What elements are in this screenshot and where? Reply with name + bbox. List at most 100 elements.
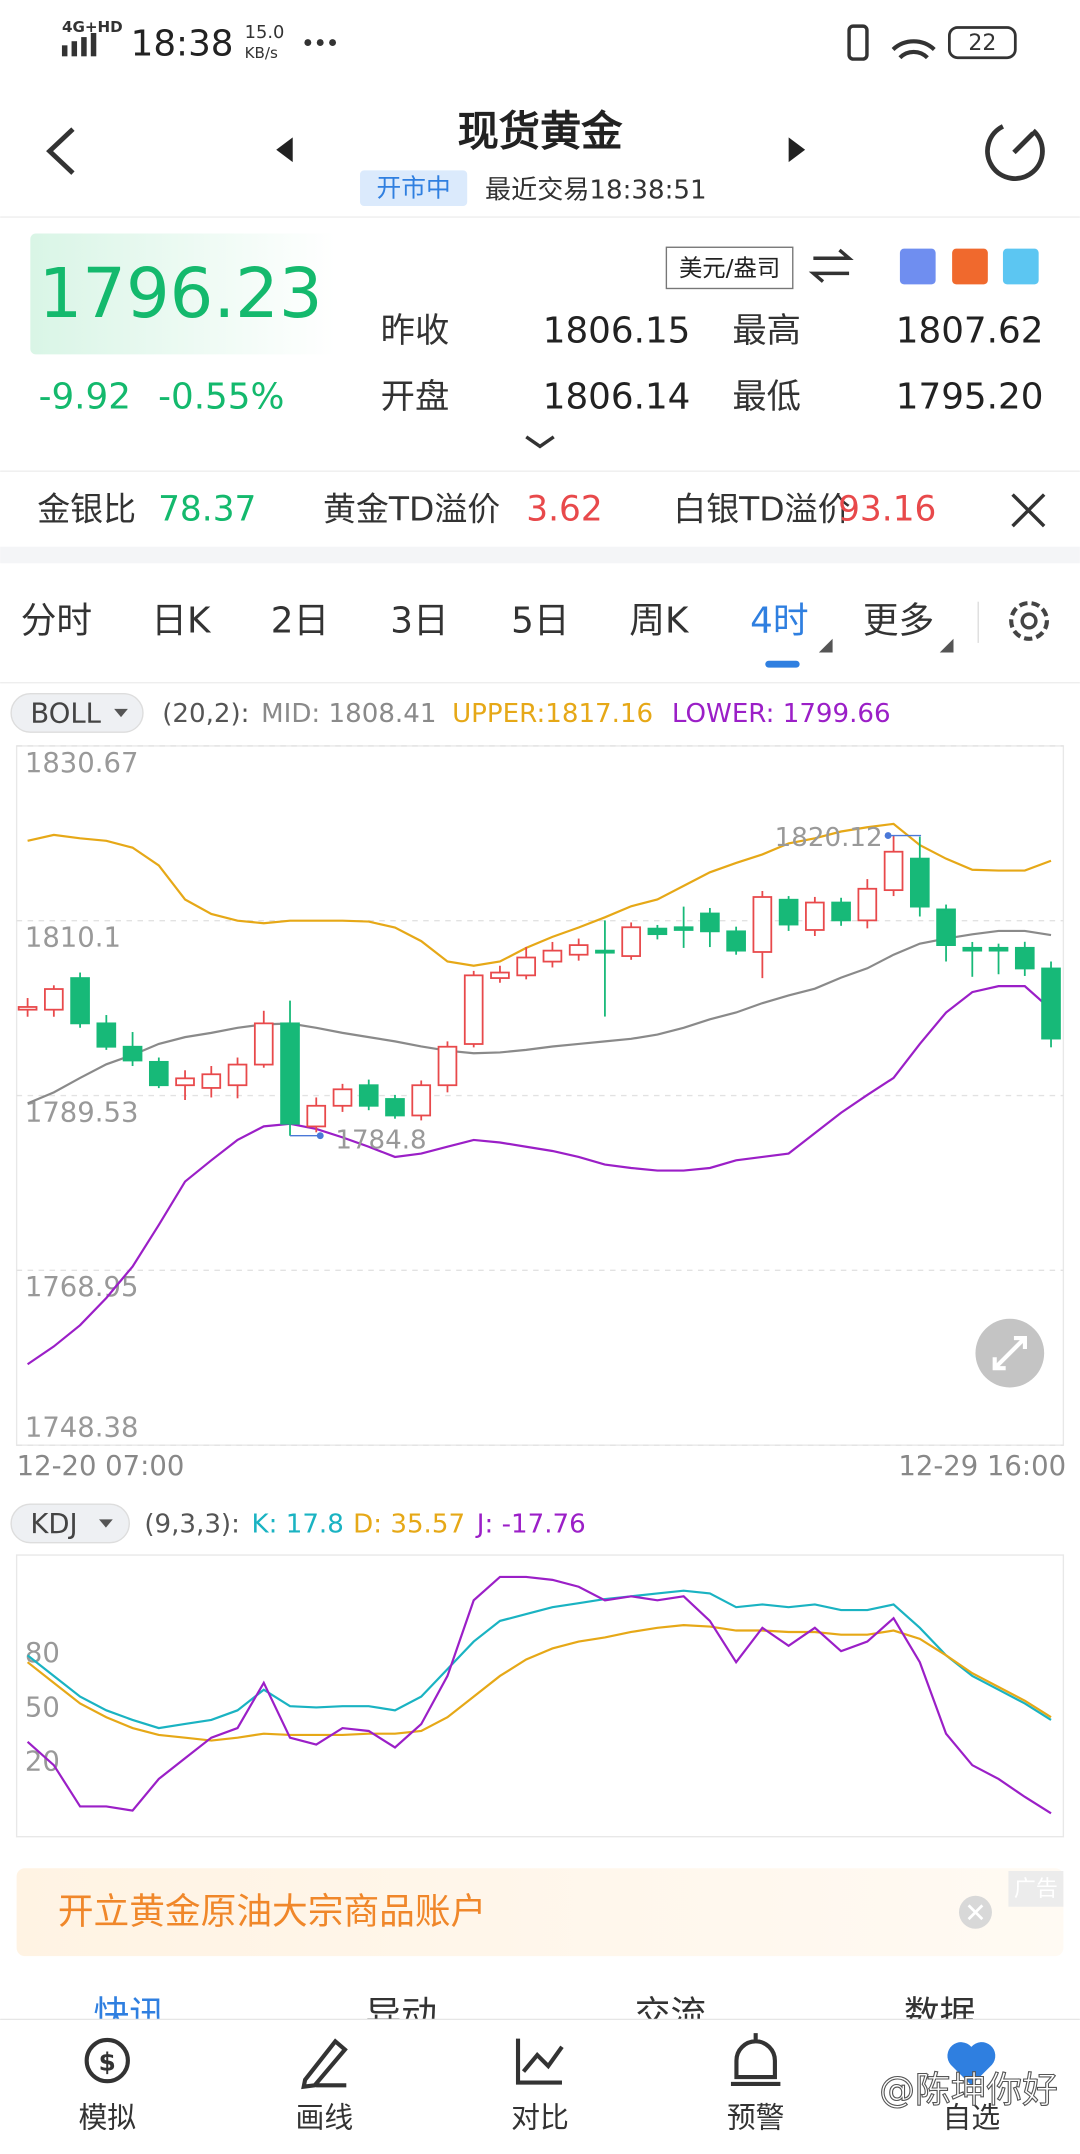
nav-icon (730, 2033, 781, 2087)
tool-icon[interactable] (899, 248, 936, 285)
dot (316, 39, 324, 47)
row-label: 开盘 (381, 377, 450, 417)
tab-underline (765, 660, 800, 668)
swap-icon[interactable] (808, 248, 854, 283)
back-button[interactable] (46, 127, 75, 175)
spread-bar: 金银比 78.37 黄金TD溢价 3.62 白银TD溢价 93.16 (0, 490, 1080, 564)
indicator-line (26, 985, 1052, 1366)
indicator-pill[interactable] (10, 693, 144, 733)
row-value: 1806.14 (543, 376, 691, 417)
candle-body (516, 956, 537, 977)
tool-icon[interactable] (1002, 248, 1039, 285)
tab-active[interactable]: 4时 (750, 600, 808, 641)
quote: 1796.23 -9.92 -0.55% 美元/盎司 昨收 1806.15 最高… (0, 233, 1080, 472)
candle-body (752, 896, 773, 953)
ad-bg (16, 1868, 1064, 1957)
candle-body (358, 1084, 379, 1107)
wifi-icon (891, 39, 936, 60)
candle-body (988, 946, 1009, 952)
refresh-arc (985, 124, 1045, 181)
x-label: 12-29 16:00 (898, 1451, 1066, 1482)
signal (71, 41, 78, 57)
tab[interactable]: 周K (629, 600, 690, 641)
min-dot (316, 1132, 324, 1140)
y-tick-label: 1830.67 (25, 748, 139, 779)
tab[interactable]: 5日 (511, 600, 569, 641)
last-trade: 最近交易18:38:51 (485, 175, 707, 205)
candle-body (227, 1063, 248, 1087)
expand-chevron[interactable] (525, 435, 555, 449)
candle-body (122, 1045, 143, 1062)
y-tick-label: 50 (25, 1692, 60, 1723)
max-dot (884, 832, 892, 840)
indicator-pill[interactable] (10, 1503, 130, 1544)
chart-frame (15, 1554, 1065, 1838)
ad-text: 开立黄金原油大宗商品账户 (58, 1892, 486, 1933)
nav-label[interactable]: 画线 (295, 2101, 353, 2135)
candle-body (463, 974, 484, 1045)
y-tick-label: 1768.95 (25, 1272, 139, 1303)
gear-outer (1009, 601, 1049, 641)
spread-label: 黄金TD溢价 (323, 490, 500, 529)
y-tick-label: 1789.53 (25, 1097, 139, 1128)
candle-body (201, 1073, 222, 1089)
fullscreen-button[interactable] (975, 1318, 1045, 1388)
tab[interactable]: 分时 (21, 600, 92, 641)
gear-inner (1020, 612, 1038, 630)
row-label: 最低 (732, 377, 801, 417)
min-label: 1784.8 (335, 1126, 426, 1156)
dropdown-mark (818, 638, 833, 653)
spread-label: 金银比 (37, 490, 136, 529)
y-tick-label: 1748.38 (25, 1413, 139, 1444)
spread-value: 93.16 (838, 490, 936, 530)
indicator: KDJ (30, 1509, 77, 1540)
nav-label[interactable]: 对比 (511, 2101, 569, 2135)
tab[interactable]: 2日 (271, 600, 329, 641)
next-button[interactable] (788, 137, 806, 163)
candle-body (96, 1022, 117, 1048)
candle-body (490, 971, 510, 979)
unit-box[interactable] (665, 246, 794, 290)
indicator-line (26, 1624, 1052, 1742)
candle-body (647, 927, 668, 936)
signal (81, 37, 87, 57)
speed-unit: KB/s (245, 44, 278, 62)
candle-body (1041, 967, 1061, 1040)
nav-icon (515, 2038, 564, 2085)
signal (90, 32, 97, 57)
candle-body (831, 901, 851, 922)
nav-label[interactable]: 模拟 (78, 2101, 136, 2135)
tabs: 分时 日K 2日 3日 5日 周K 4时 更多 (0, 600, 1080, 684)
network: 4G+HD (62, 18, 123, 36)
tool-icon[interactable] (952, 248, 988, 285)
indicator: BOLL (30, 698, 101, 729)
refresh-button[interactable] (985, 124, 1045, 181)
change: -9.92 (39, 376, 131, 417)
candle-body (595, 949, 615, 954)
y-tick-label: 1810.1 (25, 923, 121, 954)
tab[interactable]: 日K (151, 600, 212, 641)
prev-button[interactable] (276, 137, 293, 163)
ad-tag: 广告 (1014, 1877, 1058, 1902)
nav-label[interactable]: 自选 (943, 2101, 1001, 2135)
nav-label[interactable]: 预警 (727, 2101, 785, 2135)
candle-body (962, 946, 983, 952)
close-button[interactable] (1011, 493, 1046, 528)
change-pct: -0.55% (158, 376, 284, 417)
price: 1796.23 (39, 254, 323, 334)
refresh-hand (1012, 131, 1035, 155)
tab[interactable]: 3日 (390, 600, 448, 641)
status-bar: 4G+HD 18:38 15.0 KB/s 22 (61, 18, 1017, 64)
ad-banner[interactable]: 开立黄金原油大宗商品账户 广告 (16, 1868, 1064, 1957)
dot (329, 39, 337, 47)
tab[interactable]: 更多 (863, 600, 934, 641)
spread-value: 3.62 (526, 490, 602, 530)
settings-button[interactable] (1009, 601, 1049, 641)
clock: 18:38 (131, 23, 234, 64)
max-label: 1820.12 (775, 823, 883, 853)
legend-entry: MID: 1808.41 (261, 699, 436, 729)
dropdown-mark (99, 1519, 113, 1528)
candle-body (673, 926, 694, 931)
